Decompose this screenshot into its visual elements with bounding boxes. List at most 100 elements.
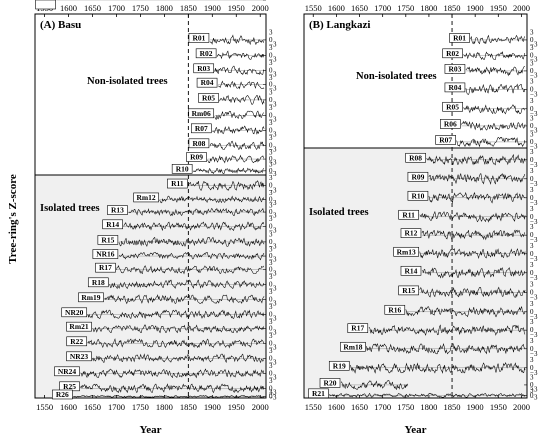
group-label-isolated: Isolated trees bbox=[309, 207, 369, 218]
y-tick-label: −3 bbox=[530, 385, 538, 393]
group-label-non-isolated: Non-isolated trees bbox=[356, 71, 437, 82]
series-label: R06 bbox=[444, 119, 457, 128]
series-R06: R06 30−3 bbox=[440, 114, 538, 134]
series-line bbox=[193, 167, 264, 175]
group-label-isolated: Isolated trees bbox=[40, 203, 100, 214]
series-line bbox=[128, 207, 264, 217]
y-tick-label: 0 bbox=[530, 85, 534, 93]
y-tick-label: 3 bbox=[269, 288, 273, 296]
series-label-box bbox=[107, 205, 128, 215]
series-line bbox=[109, 279, 265, 290]
series-line bbox=[329, 392, 526, 398]
series-label: R27 bbox=[39, 0, 52, 2]
y-tick-label: −3 bbox=[269, 56, 277, 64]
series-label: R19 bbox=[333, 361, 346, 370]
y-tick-label: 3 bbox=[269, 388, 273, 396]
y-tick-label: 3 bbox=[530, 205, 534, 213]
y-tick-label: −3 bbox=[530, 350, 538, 358]
series-label: R05 bbox=[446, 102, 459, 111]
series-label-box bbox=[198, 93, 219, 103]
series-label: R04 bbox=[448, 83, 461, 92]
y-tick-label: 3 bbox=[530, 356, 534, 364]
series-line bbox=[216, 50, 265, 60]
y-tick-label: −3 bbox=[269, 389, 277, 397]
series-R15: R15 30−3 bbox=[398, 280, 538, 301]
y-tick-label: 3 bbox=[269, 332, 273, 340]
y-tick-label: 3 bbox=[530, 186, 534, 194]
y-tick-label: −3 bbox=[530, 255, 538, 263]
y-tick-label: 0 bbox=[530, 231, 534, 239]
series-label: R20 bbox=[324, 378, 337, 387]
y-tick-label: −3 bbox=[269, 285, 277, 293]
y-tick-label: −3 bbox=[269, 374, 277, 382]
series-line bbox=[209, 34, 265, 46]
series-label-box bbox=[444, 64, 466, 74]
y-tick-label: 0 bbox=[269, 238, 273, 246]
y-tick-label: 3 bbox=[269, 174, 273, 182]
y-tick-label: −3 bbox=[530, 142, 538, 150]
series-line bbox=[188, 180, 265, 191]
y-tick-label: 0 bbox=[269, 111, 273, 119]
series-R07: R07 30−3 bbox=[435, 130, 538, 150]
series-label: Rm21 bbox=[69, 322, 88, 331]
y-tick-label: 3 bbox=[530, 77, 534, 85]
series-label: R12 bbox=[405, 229, 418, 238]
series-label: R21 bbox=[312, 389, 325, 398]
series-line bbox=[159, 195, 265, 204]
series-label: Rm18 bbox=[343, 342, 362, 351]
series-label-box bbox=[188, 138, 210, 149]
y-tick-label: −3 bbox=[269, 159, 277, 167]
x-tick-label-bottom-1950: 1950 bbox=[490, 402, 507, 412]
y-tick-label: 3 bbox=[269, 189, 273, 197]
y-tick-label: 3 bbox=[530, 280, 534, 288]
y-tick-label: −3 bbox=[530, 110, 538, 118]
x-tick-label-bottom-1550: 1550 bbox=[305, 402, 322, 412]
series-label-box bbox=[407, 190, 429, 201]
y-tick-label: 3 bbox=[530, 318, 534, 326]
y-tick-label: −3 bbox=[530, 40, 538, 48]
series-line bbox=[419, 210, 526, 223]
y-tick-label: −3 bbox=[530, 274, 538, 282]
y-tick-label: 0 bbox=[269, 310, 273, 318]
series-line bbox=[470, 34, 525, 45]
series-label-box bbox=[193, 63, 215, 74]
y-tick-label: −3 bbox=[530, 393, 538, 401]
y-tick-label: 3 bbox=[269, 273, 273, 281]
x-tick-label-top-1600: 1600 bbox=[328, 3, 345, 13]
series-line bbox=[92, 353, 264, 364]
series-label: R11 bbox=[171, 179, 184, 188]
series-label-box bbox=[340, 341, 366, 352]
series-R17: R17 30−3 bbox=[347, 318, 538, 339]
series-label: R15 bbox=[402, 286, 415, 295]
y-tick-label: −3 bbox=[269, 170, 277, 178]
y-tick-label: −3 bbox=[530, 293, 538, 301]
y-tick-label: −3 bbox=[269, 186, 277, 194]
series-line bbox=[421, 229, 525, 241]
series-label: R01 bbox=[453, 33, 466, 42]
y-tick-label: −3 bbox=[530, 56, 538, 64]
y-tick-label: −3 bbox=[269, 227, 277, 235]
y-tick-label: −3 bbox=[269, 100, 277, 108]
series-label: NR23 bbox=[70, 352, 89, 361]
series-label-box bbox=[442, 48, 463, 59]
series-line bbox=[419, 248, 526, 260]
y-tick-label: 3 bbox=[269, 134, 273, 142]
series-R20: R20 30−3 bbox=[319, 373, 538, 393]
series-label-box bbox=[95, 262, 116, 273]
y-tick-label: 0 bbox=[530, 138, 534, 146]
y-tick-label: 0 bbox=[269, 36, 273, 44]
x-axis-title: Year bbox=[405, 424, 427, 436]
y-tick-label: −3 bbox=[530, 180, 538, 188]
y-tick-label: 3 bbox=[269, 215, 273, 223]
series-line bbox=[340, 380, 408, 391]
series-label-box bbox=[444, 82, 466, 93]
x-tick-label-bottom-1600: 1600 bbox=[60, 402, 77, 412]
